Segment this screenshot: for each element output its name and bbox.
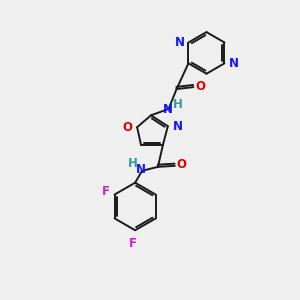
Text: O: O (177, 158, 187, 171)
Text: F: F (129, 237, 137, 250)
Text: F: F (102, 185, 110, 198)
Text: N: N (175, 36, 184, 49)
Text: N: N (229, 57, 238, 70)
Text: H: H (172, 98, 182, 111)
Text: N: N (136, 163, 146, 176)
Text: O: O (122, 121, 132, 134)
Text: N: N (163, 103, 172, 116)
Text: H: H (128, 158, 138, 170)
Text: N: N (173, 120, 183, 133)
Text: O: O (195, 80, 205, 93)
